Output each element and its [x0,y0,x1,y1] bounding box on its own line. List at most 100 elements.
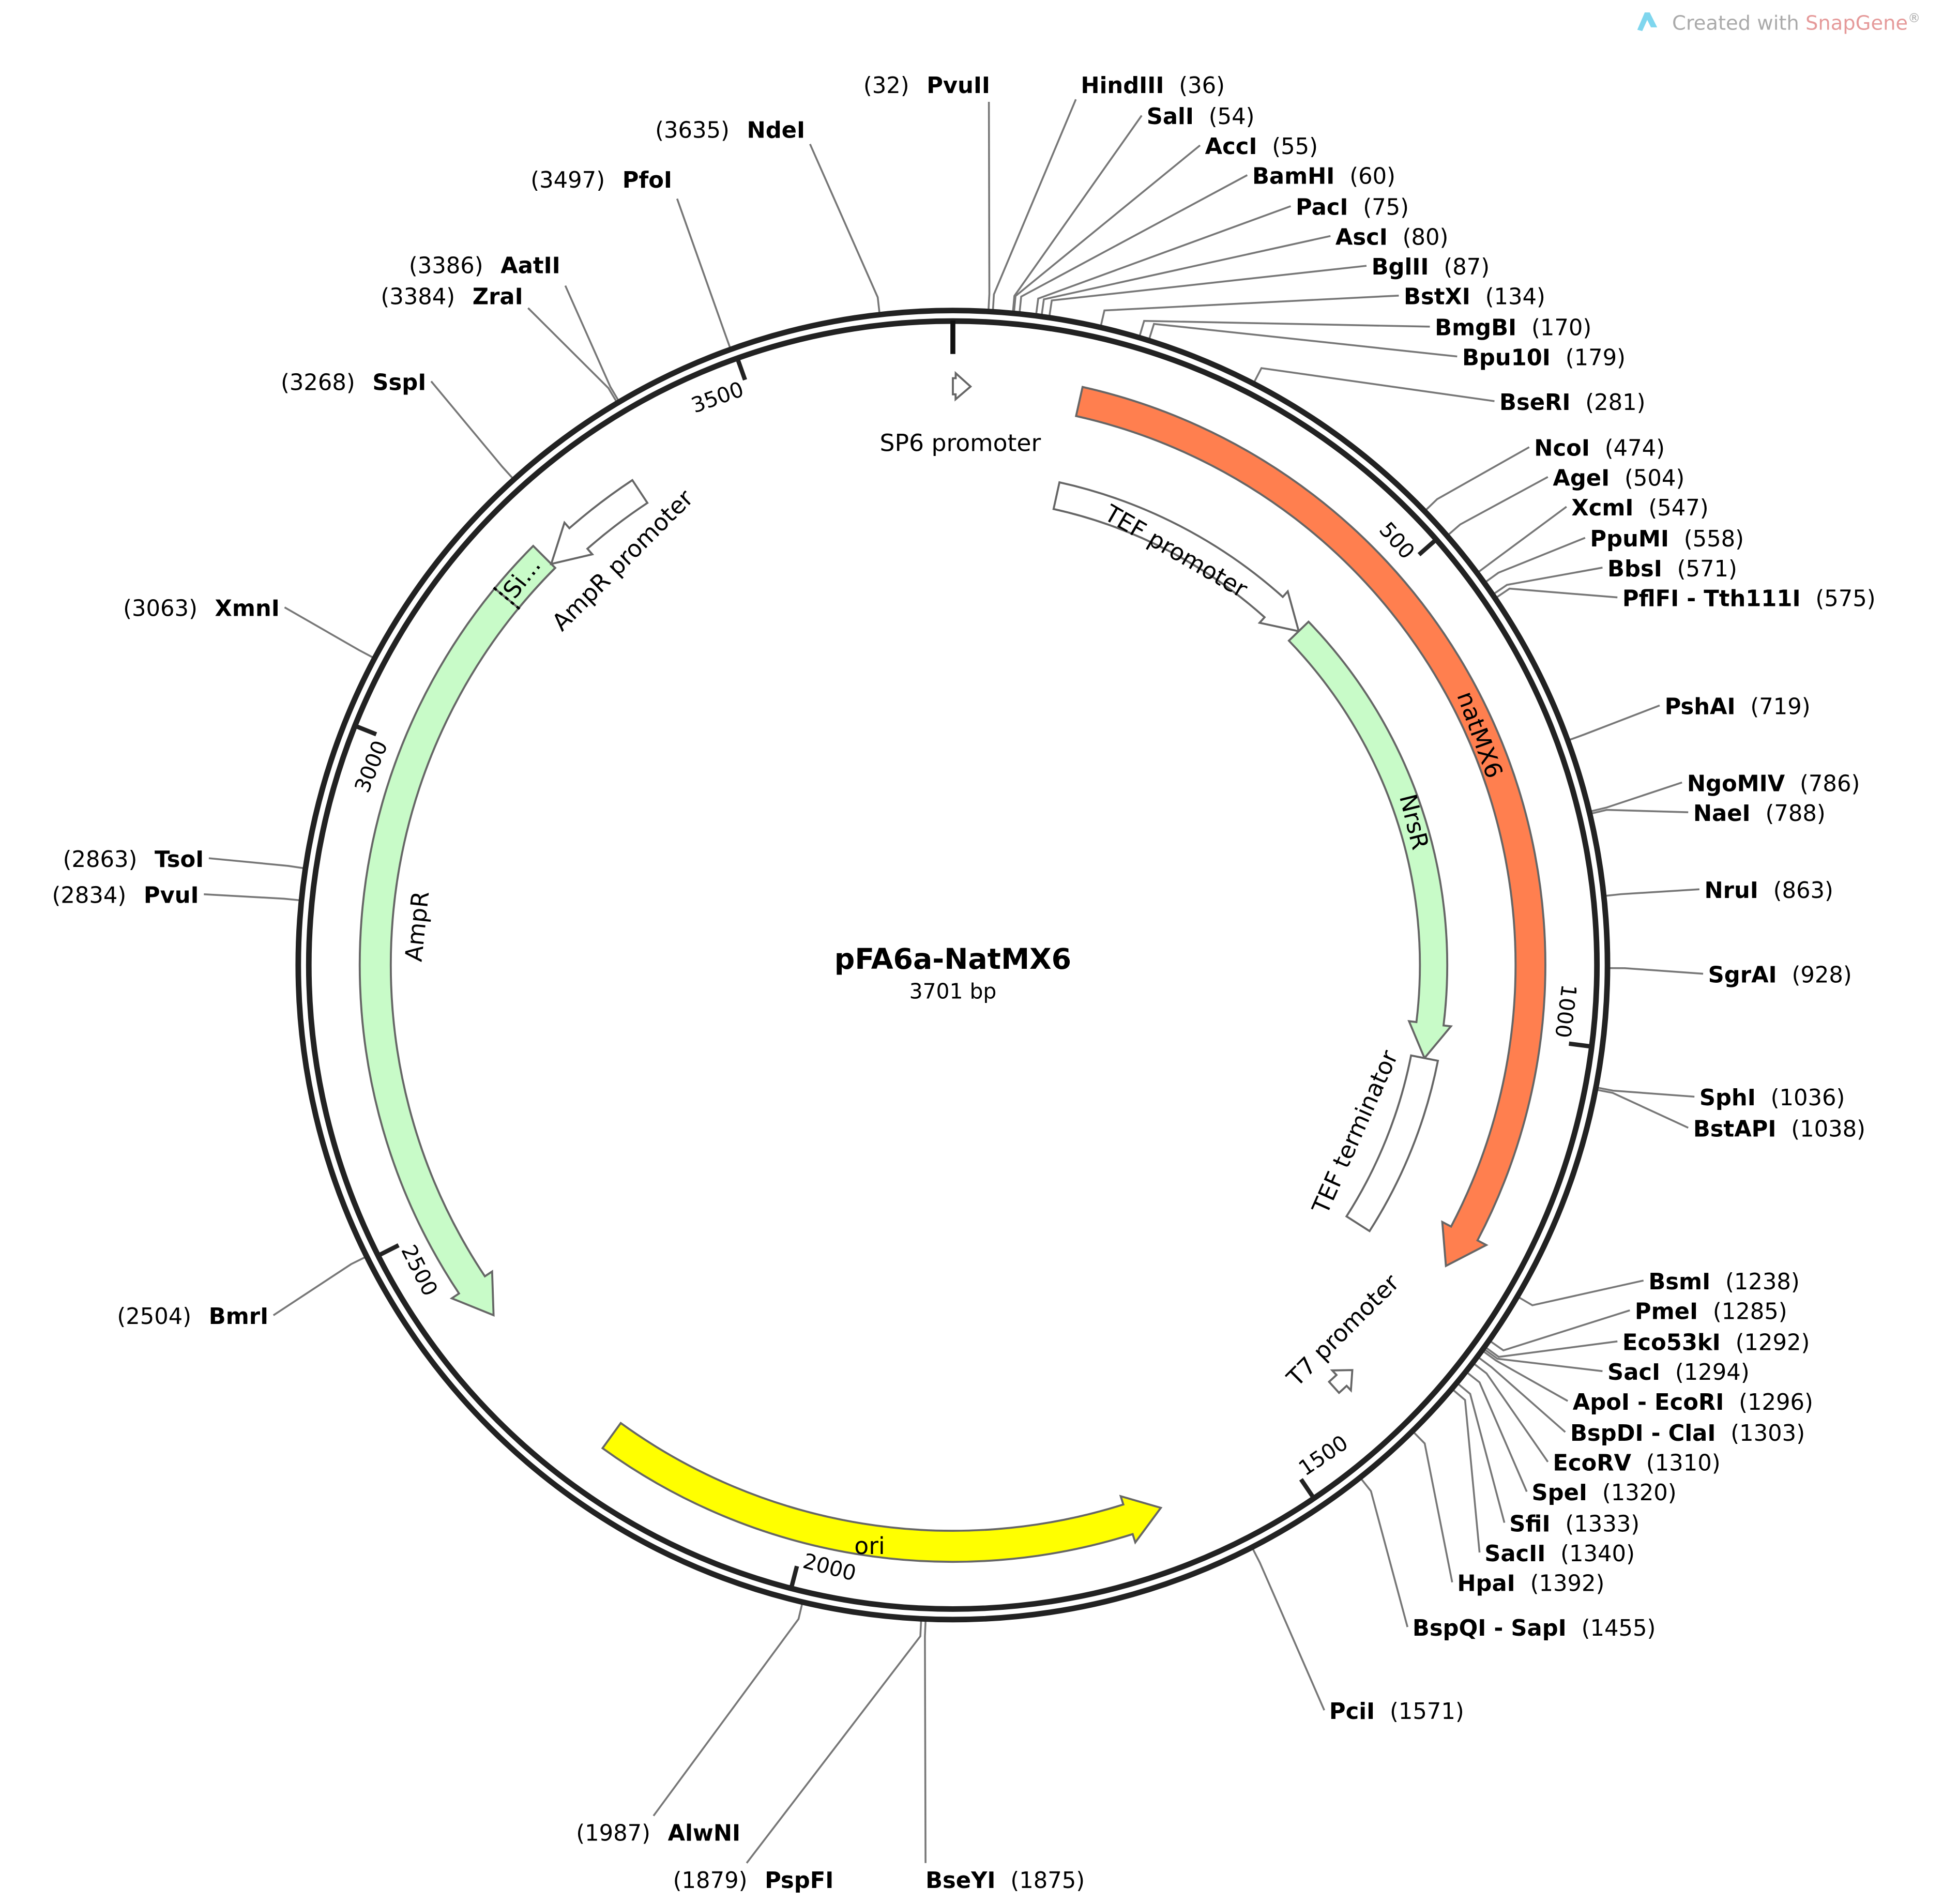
cut-site-leader-line [1610,967,1704,975]
cut-site-position: (928) [1792,962,1851,988]
cut-site-ecorv[interactable]: EcoRV (1310) [1553,1451,1720,1476]
cut-site-paci[interactable]: PacI (75) [1296,195,1409,221]
cut-site-leader-line [1485,537,1586,583]
cut-site-leader-line [1012,115,1143,311]
cut-site-leader-line [1479,1357,1566,1433]
cut-site-leader-line [1139,319,1430,336]
cut-site-pfoi[interactable]: (3497) PfoI [530,167,672,193]
cut-site-position: (36) [1179,73,1225,99]
cut-site-sacii[interactable]: SacII (1340) [1484,1541,1635,1567]
cut-site-bstxi[interactable]: BstXI (134) [1404,284,1545,310]
feature-t7-promoter[interactable] [1327,1369,1354,1394]
feature-label: TEF promoter [1100,499,1252,603]
cut-site-bspdi-clai[interactable]: BspDI - ClaI (1303) [1570,1421,1805,1446]
cut-site-ngomiv[interactable]: NgoMIV (786) [1687,771,1860,797]
cut-site-bspqi-sapi[interactable]: BspQI - SapI (1455) [1413,1616,1656,1641]
feature-ampr[interactable] [358,544,557,1317]
cut-site-nrui[interactable]: NruI (863) [1704,878,1833,904]
cut-site-leader-line [272,1256,365,1316]
feature-ampr-promoter[interactable] [550,479,649,566]
cut-site-bglii[interactable]: BglII (87) [1372,254,1490,280]
cut-site-naei[interactable]: NaeI (788) [1693,801,1826,827]
cut-site-position: (1310) [1646,1451,1721,1476]
cut-site-bamhi[interactable]: BamHI (60) [1252,164,1395,190]
cut-site-position: (1987) [576,1820,650,1846]
cut-site-sgrai[interactable]: SgrAI (928) [1708,962,1852,988]
cut-site-leader-line [1591,781,1682,812]
cut-site-ncoi[interactable]: NcoI (474) [1534,436,1665,462]
cut-site-position: (55) [1272,134,1318,160]
cut-site-position: (3063) [123,596,198,622]
cut-site-hpai[interactable]: HpaI (1392) [1457,1571,1604,1597]
cut-site-leader-line [1253,367,1495,402]
cut-site-sfii[interactable]: SfiI (1333) [1509,1511,1640,1537]
feature-si[interactable] [493,544,557,610]
cut-site-xcmi[interactable]: XcmI (547) [1571,495,1708,521]
cut-site-acci[interactable]: AccI (55) [1205,134,1318,160]
feature-sp6-promoter[interactable] [952,371,973,402]
cut-site-saci[interactable]: SacI (1294) [1607,1360,1750,1385]
cut-site-bbsi[interactable]: BbsI (571) [1607,556,1737,582]
cut-site-lines [204,99,1704,1864]
cut-site-tsoi[interactable]: (2863) TsoI [63,847,204,873]
cut-site-aatii[interactable]: (3386) AatII [409,253,560,279]
cut-site-leader-line [992,99,1077,310]
cut-site-pflfi-tth111i[interactable]: PflFI - Tth111I (575) [1622,586,1876,612]
cut-site-zrai[interactable]: (3384) ZraI [381,284,523,310]
cut-site-bpu10i[interactable]: Bpu10I (179) [1462,345,1626,371]
cut-site-agei[interactable]: AgeI (504) [1553,465,1684,491]
cut-site-bseri[interactable]: BseRI (281) [1499,390,1645,416]
cut-site-sphi[interactable]: SphI (1036) [1699,1085,1845,1111]
cut-site-leader-line [430,380,513,479]
cut-site-position: (1038) [1791,1116,1865,1142]
cut-site-position: (1879) [673,1868,748,1894]
cut-site-asci[interactable]: AscI (80) [1335,224,1449,250]
cut-site-spei[interactable]: SpeI (1320) [1532,1480,1677,1506]
cut-site-xmni[interactable]: (3063) XmnI [123,596,280,622]
cut-site-bsmi[interactable]: BsmI (1238) [1648,1269,1799,1295]
cut-site-sali[interactable]: SalI (54) [1147,104,1255,130]
cut-site-position: (170) [1531,315,1591,341]
cut-site-leader-line [1361,1479,1409,1627]
cut-site-name: BmgBI [1435,315,1516,341]
cut-site-pvui[interactable]: (2834) PvuI [52,883,199,909]
cut-site-leader-line [1467,1372,1528,1492]
cut-site-pcii[interactable]: PciI (1571) [1329,1699,1464,1725]
watermark-prefix: Created with [1672,12,1805,35]
cut-site-bstapi[interactable]: BstAPI (1038) [1693,1116,1865,1142]
backbone [295,308,1611,1623]
signal-peptide-boundary [493,586,521,610]
cut-site-position: (2834) [52,883,127,909]
cut-site-bseyi[interactable]: BseYI (1875) [925,1868,1085,1894]
cut-site-ppumi[interactable]: PpuMI (558) [1590,526,1744,552]
cut-site-leader-line [1598,1087,1695,1098]
cut-site-leader-line [208,857,303,869]
cut-site-name: BsmI [1648,1269,1710,1295]
cut-site-bmgbi[interactable]: BmgBI (170) [1435,315,1591,341]
watermark-suffix: ® [1908,11,1920,25]
feature-ori[interactable] [601,1422,1163,1563]
cut-site-ndei[interactable]: (3635) NdeI [655,118,805,144]
cut-site-pmei[interactable]: PmeI (1285) [1635,1299,1787,1324]
cut-site-leader-line [1496,587,1618,599]
cut-site-position: (3268) [281,370,355,395]
cut-site-position: (547) [1648,495,1708,521]
cut-site-bmri[interactable]: (2504) BmrI [117,1304,268,1330]
cut-site-position: (1320) [1602,1480,1677,1506]
cut-site-name: AccI [1205,134,1257,160]
cut-site-pshai[interactable]: PshAI (719) [1665,694,1811,720]
cut-site-apoi-ecori[interactable]: ApoI - EcoRI (1296) [1573,1390,1813,1415]
cut-site-alwni[interactable]: (1987) AlwNI [576,1820,740,1846]
cut-site-leader-line [1483,1351,1569,1402]
cut-site-eco53ki[interactable]: Eco53kI (1292) [1622,1330,1810,1355]
feature-tef-terminator[interactable] [1345,1054,1439,1233]
cut-site-pvuii[interactable]: (32) PvuII [863,73,990,99]
cut-site-sspi[interactable]: (3268) SspI [281,370,426,395]
cut-site-pspfi[interactable]: (1879) PspFI [673,1868,834,1894]
feature-natmx6[interactable] [1074,386,1546,1268]
cut-site-position: (1303) [1731,1421,1805,1446]
cut-site-position: (1292) [1736,1330,1810,1355]
cut-site-hindiii[interactable]: HindIII (36) [1081,73,1225,99]
cut-site-name: AlwNI [668,1820,741,1846]
cut-site-position: (3384) [381,284,455,310]
